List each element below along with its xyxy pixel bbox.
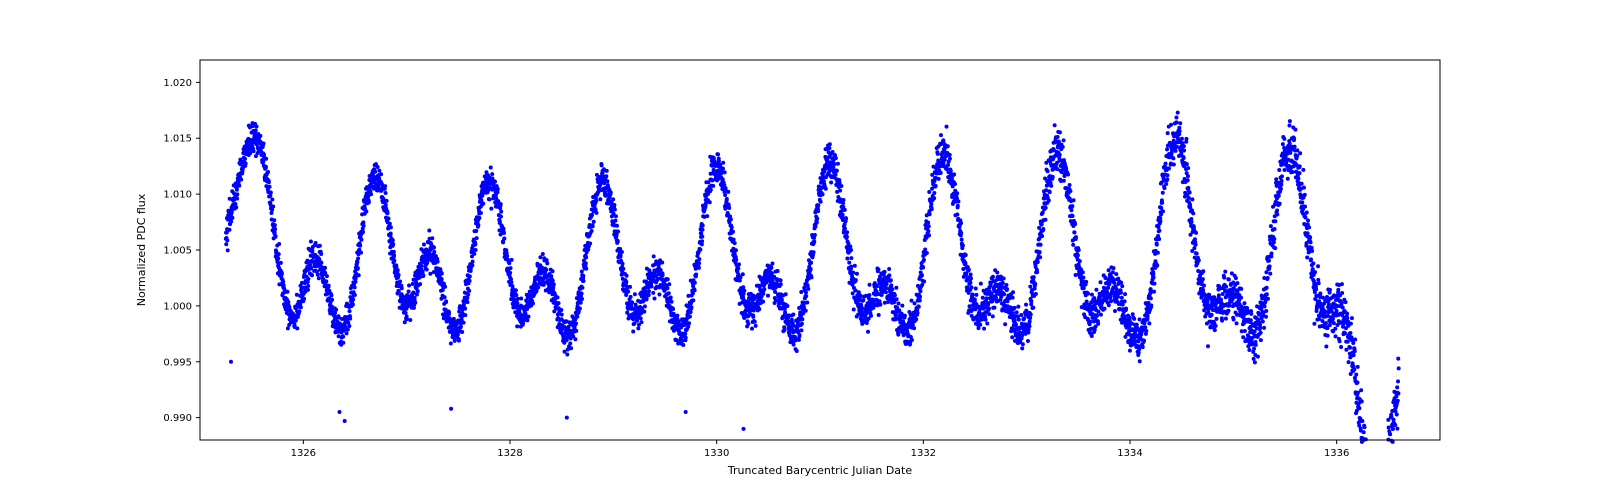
x-axis-label: Truncated Barycentric Julian Date [727,464,913,477]
y-tick-label: 1.010 [163,190,192,201]
x-tick-label: 1328 [497,448,522,459]
y-tick-label: 1.005 [163,246,192,257]
y-tick-label: 0.995 [163,357,192,368]
plot-frame [200,60,1440,440]
x-tick-label: 1326 [291,448,316,459]
y-axis-label: Normalized PDC flux [135,193,148,306]
y-tick-label: 1.015 [163,134,192,145]
chart-svg: 1326 1328 1330 1332 1334 1336 0.990 0.995 1.000 1… [0,0,1600,500]
y-tick-label: 1.020 [163,78,192,89]
y-tick-label: 1.000 [163,301,192,312]
scatter-points [224,111,1401,444]
x-tick-label: 1334 [1117,448,1142,459]
y-tick-label: 0.990 [163,413,192,424]
light-curve-chart: 1326 1328 1330 1332 1334 1336 0.990 0.995 1.000 1… [0,0,1600,500]
x-tick-label: 1332 [911,448,936,459]
x-tick-label: 1330 [704,448,729,459]
x-tick-label: 1336 [1324,448,1349,459]
